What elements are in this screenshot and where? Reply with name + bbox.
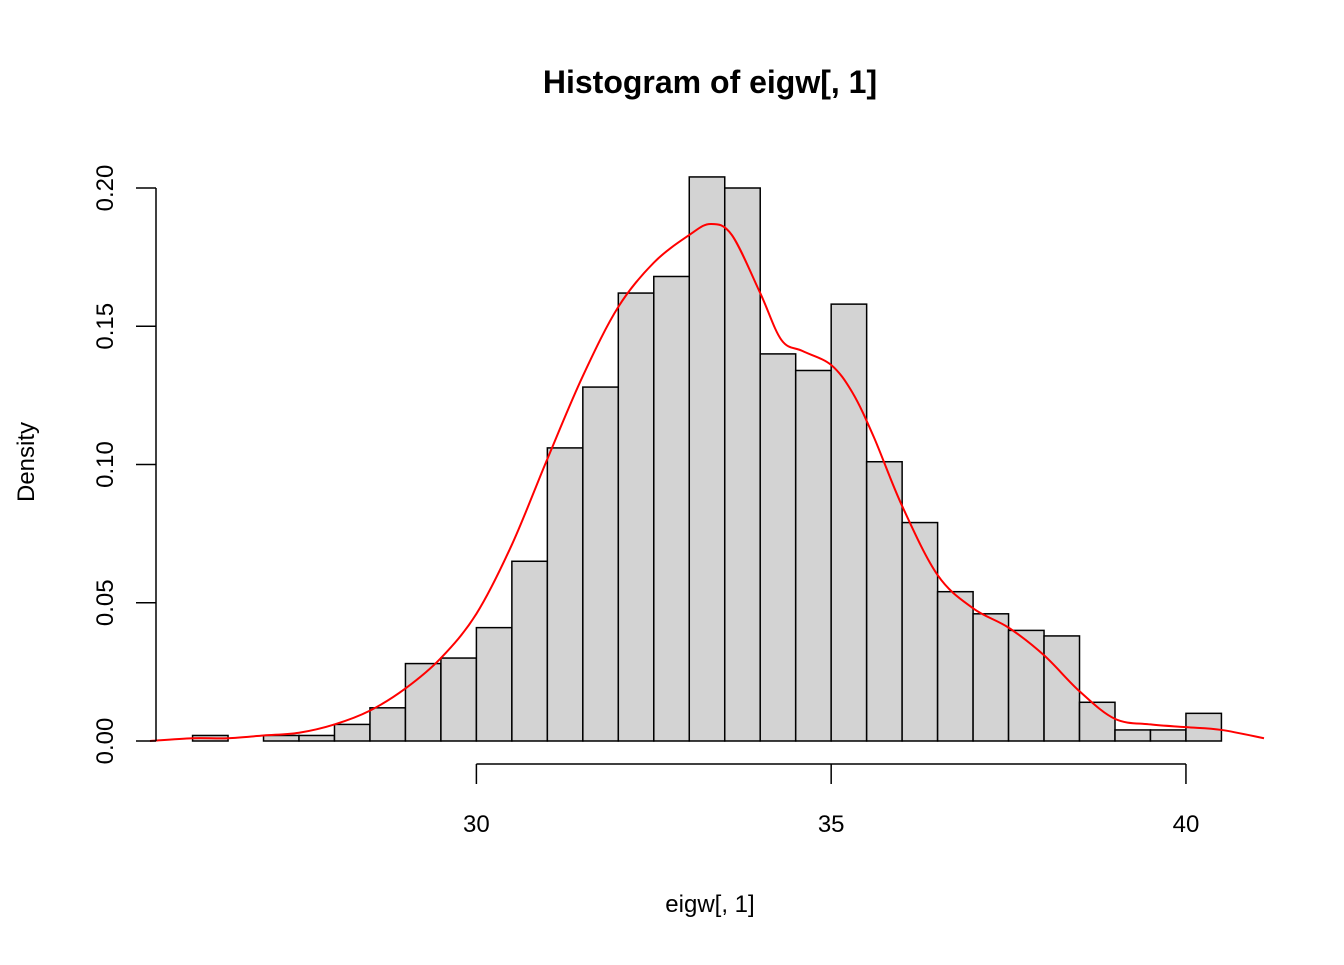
histogram-bar-21	[936, 590, 974, 742]
histogram-bar-25	[1078, 701, 1116, 742]
histogram-bar-5	[369, 707, 407, 742]
histogram-bar-15	[723, 187, 761, 742]
y-tick-label-0: 0.00	[92, 718, 119, 765]
histogram-bar-7	[440, 657, 478, 742]
y-axis: 0.00 0.05 0.10 0.15 0.20	[92, 165, 157, 765]
x-tick-label-1: 35	[818, 811, 845, 838]
y-tick-label-2: 0.10	[92, 441, 119, 488]
histogram-bar-16	[759, 353, 797, 742]
histogram-bar-18	[830, 303, 868, 742]
chart-title: Histogram of eigw[, 1]	[543, 64, 877, 100]
histogram-bar-8	[475, 626, 513, 742]
histogram-bar-24	[1043, 635, 1081, 742]
histogram-bar-14	[688, 176, 726, 742]
y-tick-label-4: 0.20	[92, 165, 119, 212]
x-tick-label-0: 30	[463, 811, 490, 838]
x-axis: 30 35 40	[463, 763, 1200, 838]
histogram-bar-11	[582, 386, 620, 742]
histogram-bar-10	[546, 447, 584, 742]
density-curve-line	[149, 222, 1265, 742]
histogram-bar-20	[901, 521, 939, 742]
histogram-bar-22	[972, 613, 1010, 742]
density-curve-group	[149, 222, 1265, 742]
histogram-bar-4	[333, 723, 371, 742]
histogram-bar-23	[1007, 629, 1045, 742]
histogram-bar-12	[617, 292, 655, 742]
y-axis-label: Density	[13, 422, 40, 502]
histogram-bar-19	[865, 460, 903, 742]
histogram-bar-26	[1114, 729, 1152, 742]
y-tick-label-3: 0.15	[92, 303, 119, 350]
histogram-bar-2	[262, 734, 300, 742]
histogram-bar-13	[653, 275, 691, 742]
x-axis-label: eigw[, 1]	[665, 891, 754, 918]
histogram-bar-27	[1149, 729, 1187, 742]
histogram-bar-17	[794, 369, 832, 742]
histogram-bars	[191, 176, 1223, 742]
y-tick-label-1: 0.05	[92, 579, 119, 626]
histogram-bar-9	[511, 560, 549, 742]
x-tick-label-2: 40	[1173, 811, 1200, 838]
histogram-bar-3	[298, 734, 336, 742]
